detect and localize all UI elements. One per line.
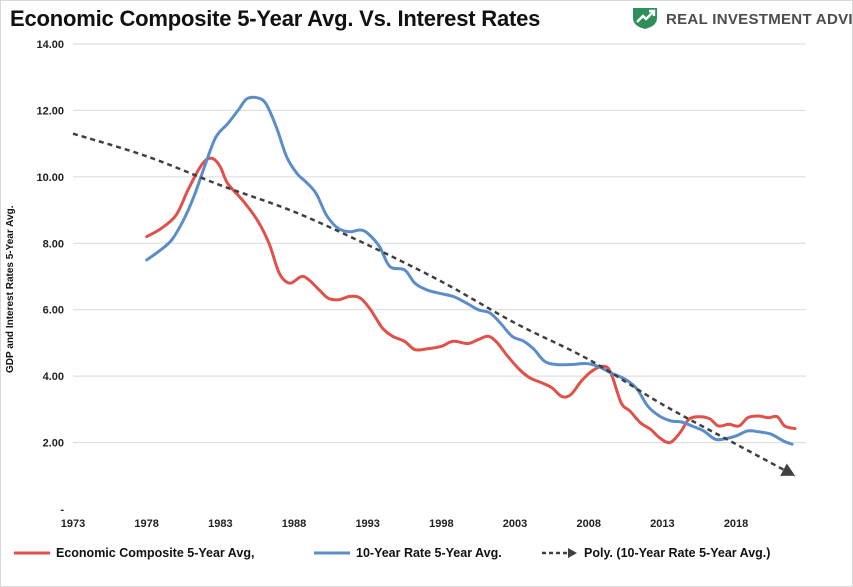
x-tick-label: 2018: [724, 518, 748, 530]
legend-item-economic: Economic Composite 5-Year Avg,: [14, 543, 254, 563]
x-tick-label: 1998: [429, 518, 453, 530]
y-tick-label: 8.00: [43, 238, 64, 250]
legend-item-rate: 10-Year Rate 5-Year Avg.: [314, 543, 502, 563]
x-tick-label: 1973: [61, 518, 85, 530]
chart-title: Economic Composite 5-Year Avg. Vs. Inter…: [10, 6, 541, 31]
series-line-economic: [145, 156, 797, 445]
y-tick-label: 6.00: [43, 305, 64, 317]
y-tick-label: 4.00: [43, 371, 64, 383]
legend-swatch-rate: [314, 551, 350, 555]
x-tick-label: 1978: [134, 518, 158, 530]
green-shield-arrow-icon: [633, 8, 657, 29]
brand-name: REAL INVESTMENT ADVICE: [666, 11, 853, 28]
series-lines: [72, 95, 797, 477]
y-axis-ticks: - 2.00 4.00 6.00 8.00 10.00 12.00 14.00: [36, 39, 64, 516]
legend-label-trend: Poly. (10-Year Rate 5-Year Avg.): [584, 546, 771, 560]
y-tick-label: -: [60, 504, 64, 516]
y-tick-label: 2.00: [43, 438, 64, 450]
legend-swatch-trend: [542, 548, 577, 558]
trend-arrowhead: [780, 463, 795, 476]
legend: Economic Composite 5-Year Avg, 10-Year R…: [14, 543, 844, 563]
brand-logo: REAL INVESTMENT ADVICE: [630, 6, 853, 32]
y-tick-label: 12.00: [36, 105, 64, 117]
x-tick-label: 2003: [503, 518, 527, 530]
x-tick-label: 1993: [355, 518, 379, 530]
series-line-trend: [72, 132, 796, 477]
legend-item-trend: Poly. (10-Year Rate 5-Year Avg.): [542, 543, 770, 563]
x-tick-label: 1983: [208, 518, 232, 530]
legend-label-rate: 10-Year Rate 5-Year Avg.: [356, 546, 502, 560]
y-tick-label: 10.00: [36, 172, 64, 184]
x-tick-label: 2013: [650, 518, 674, 530]
x-tick-label: 1988: [282, 518, 306, 530]
legend-label-economic: Economic Composite 5-Year Avg,: [56, 546, 255, 560]
gridlines: [73, 43, 806, 444]
x-axis-ticks: 1973 1978 1983 1988 1993 1998 2003 2008 2013 2018: [61, 518, 749, 530]
y-tick-label: 14.00: [36, 39, 64, 51]
series-line-rate: [145, 95, 794, 446]
x-tick-label: 2008: [576, 518, 600, 530]
legend-swatch-economic: [14, 551, 50, 555]
